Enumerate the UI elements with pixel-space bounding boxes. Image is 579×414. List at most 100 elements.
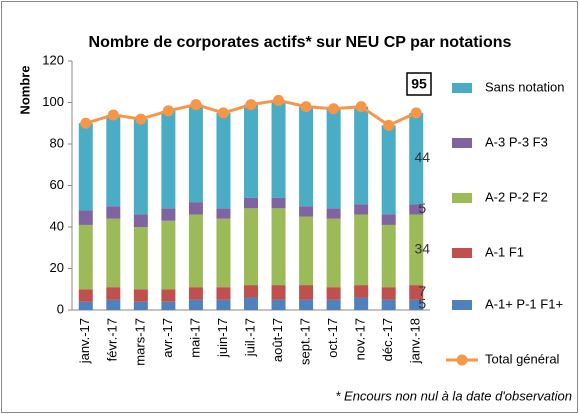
legend-swatch bbox=[452, 248, 472, 258]
bar-segment bbox=[188, 104, 203, 203]
bar-segment bbox=[244, 208, 258, 286]
legend-swatch bbox=[452, 83, 472, 93]
legend-marker bbox=[456, 354, 468, 366]
legend-label: A-3 P-3 F3 bbox=[485, 134, 548, 149]
bar-segment bbox=[78, 123, 93, 211]
bar-segment bbox=[354, 285, 369, 298]
bar-segment bbox=[381, 287, 396, 300]
bar-segment bbox=[381, 224, 396, 288]
bar-segment bbox=[216, 287, 231, 300]
bar-segment bbox=[161, 220, 176, 290]
bar-segment bbox=[299, 216, 314, 286]
bar-segment bbox=[299, 206, 314, 217]
bar-segment bbox=[271, 299, 286, 310]
bar-segment bbox=[161, 289, 176, 302]
data-label: 5 bbox=[418, 296, 426, 312]
bar-segment bbox=[188, 287, 203, 300]
bar-segment bbox=[133, 227, 148, 290]
y-tick-label: 80 bbox=[50, 135, 64, 150]
legend-label: Sans notation bbox=[485, 79, 565, 94]
y-tick-label: 60 bbox=[50, 177, 64, 192]
bar-segment bbox=[354, 297, 369, 310]
bar-segment bbox=[354, 214, 369, 286]
bar-segment bbox=[106, 114, 121, 207]
bar-segment bbox=[78, 301, 93, 310]
total-marker bbox=[410, 107, 422, 119]
bar-segment bbox=[299, 285, 314, 300]
footnote: * Encours non nul à la date d'observatio… bbox=[335, 388, 572, 403]
legend-label: A-2 P-2 F2 bbox=[485, 189, 548, 204]
x-tick-label: janv.-18 bbox=[408, 318, 423, 364]
bar-segment bbox=[106, 206, 121, 219]
x-tick-label: mai-17 bbox=[187, 318, 202, 358]
x-tick-label: févr.-17 bbox=[105, 318, 120, 361]
bar-segment bbox=[271, 285, 286, 300]
total-marker bbox=[135, 113, 147, 125]
legend-label: A-1+ P-1 F1+ bbox=[485, 296, 563, 311]
bar-segment bbox=[244, 197, 258, 209]
x-tick-label: sept.-17 bbox=[298, 318, 313, 365]
bar-segment bbox=[271, 197, 286, 209]
bar-segment bbox=[381, 299, 396, 310]
bar-segment bbox=[326, 108, 341, 209]
chart-title: Nombre de corporates actifs* sur NEU CP … bbox=[89, 34, 512, 51]
data-label: 95 bbox=[411, 76, 427, 92]
data-label: 34 bbox=[414, 241, 430, 257]
total-marker bbox=[217, 107, 229, 119]
total-marker bbox=[383, 119, 395, 131]
bar-segment bbox=[161, 301, 176, 310]
bar-segment bbox=[216, 218, 231, 288]
bar-segment bbox=[161, 110, 176, 209]
bar-segment bbox=[299, 299, 314, 310]
total-marker bbox=[162, 105, 174, 117]
bar-segment bbox=[106, 299, 121, 310]
bar-segment bbox=[326, 299, 341, 310]
x-tick-label: août-17 bbox=[270, 318, 285, 362]
bar-segment bbox=[244, 285, 258, 298]
bar-segment bbox=[106, 287, 121, 300]
bar-segment bbox=[216, 299, 231, 310]
data-label: 44 bbox=[414, 149, 430, 165]
x-tick-label: juin-17 bbox=[215, 318, 230, 358]
legend-swatch bbox=[452, 193, 472, 203]
data-label: 5 bbox=[418, 200, 426, 216]
bar-segment bbox=[409, 214, 424, 286]
total-marker bbox=[273, 94, 285, 106]
bar-segment bbox=[216, 208, 231, 219]
total-marker bbox=[107, 109, 119, 121]
legend-label: A-1 F1 bbox=[485, 244, 524, 259]
x-tick-label: oct.-17 bbox=[325, 318, 340, 358]
bar-segment bbox=[133, 119, 148, 215]
bar-segment bbox=[78, 210, 93, 225]
bar-segment bbox=[161, 208, 176, 221]
total-marker bbox=[190, 99, 202, 111]
legend-label: Total général bbox=[485, 351, 560, 366]
bar-segment bbox=[409, 299, 424, 310]
bar-segment bbox=[381, 125, 396, 215]
bar-segment bbox=[354, 204, 369, 215]
bar-segment bbox=[244, 104, 258, 198]
total-marker bbox=[328, 103, 340, 115]
bar-segment bbox=[133, 289, 148, 302]
bar-segment bbox=[188, 214, 203, 288]
y-tick-label: 120 bbox=[42, 52, 64, 67]
x-tick-label: nov.-17 bbox=[353, 318, 368, 360]
x-tick-label: juil.-17 bbox=[242, 318, 257, 357]
bar-segment bbox=[216, 112, 231, 209]
legend-swatch bbox=[452, 138, 472, 148]
total-marker bbox=[80, 117, 92, 129]
bar-segment bbox=[271, 208, 286, 286]
data-label: 7 bbox=[418, 283, 426, 299]
bar-segment bbox=[188, 299, 203, 310]
bar-segment bbox=[409, 285, 424, 300]
x-tick-label: janv.-17 bbox=[77, 318, 92, 364]
bar-segment bbox=[133, 301, 148, 310]
bar-segment bbox=[409, 112, 424, 205]
y-tick-label: 0 bbox=[57, 301, 64, 316]
bar-segment bbox=[381, 214, 396, 225]
x-tick-label: déc.-17 bbox=[380, 318, 395, 361]
bar-segment bbox=[299, 106, 314, 207]
bar-segment bbox=[354, 106, 369, 205]
